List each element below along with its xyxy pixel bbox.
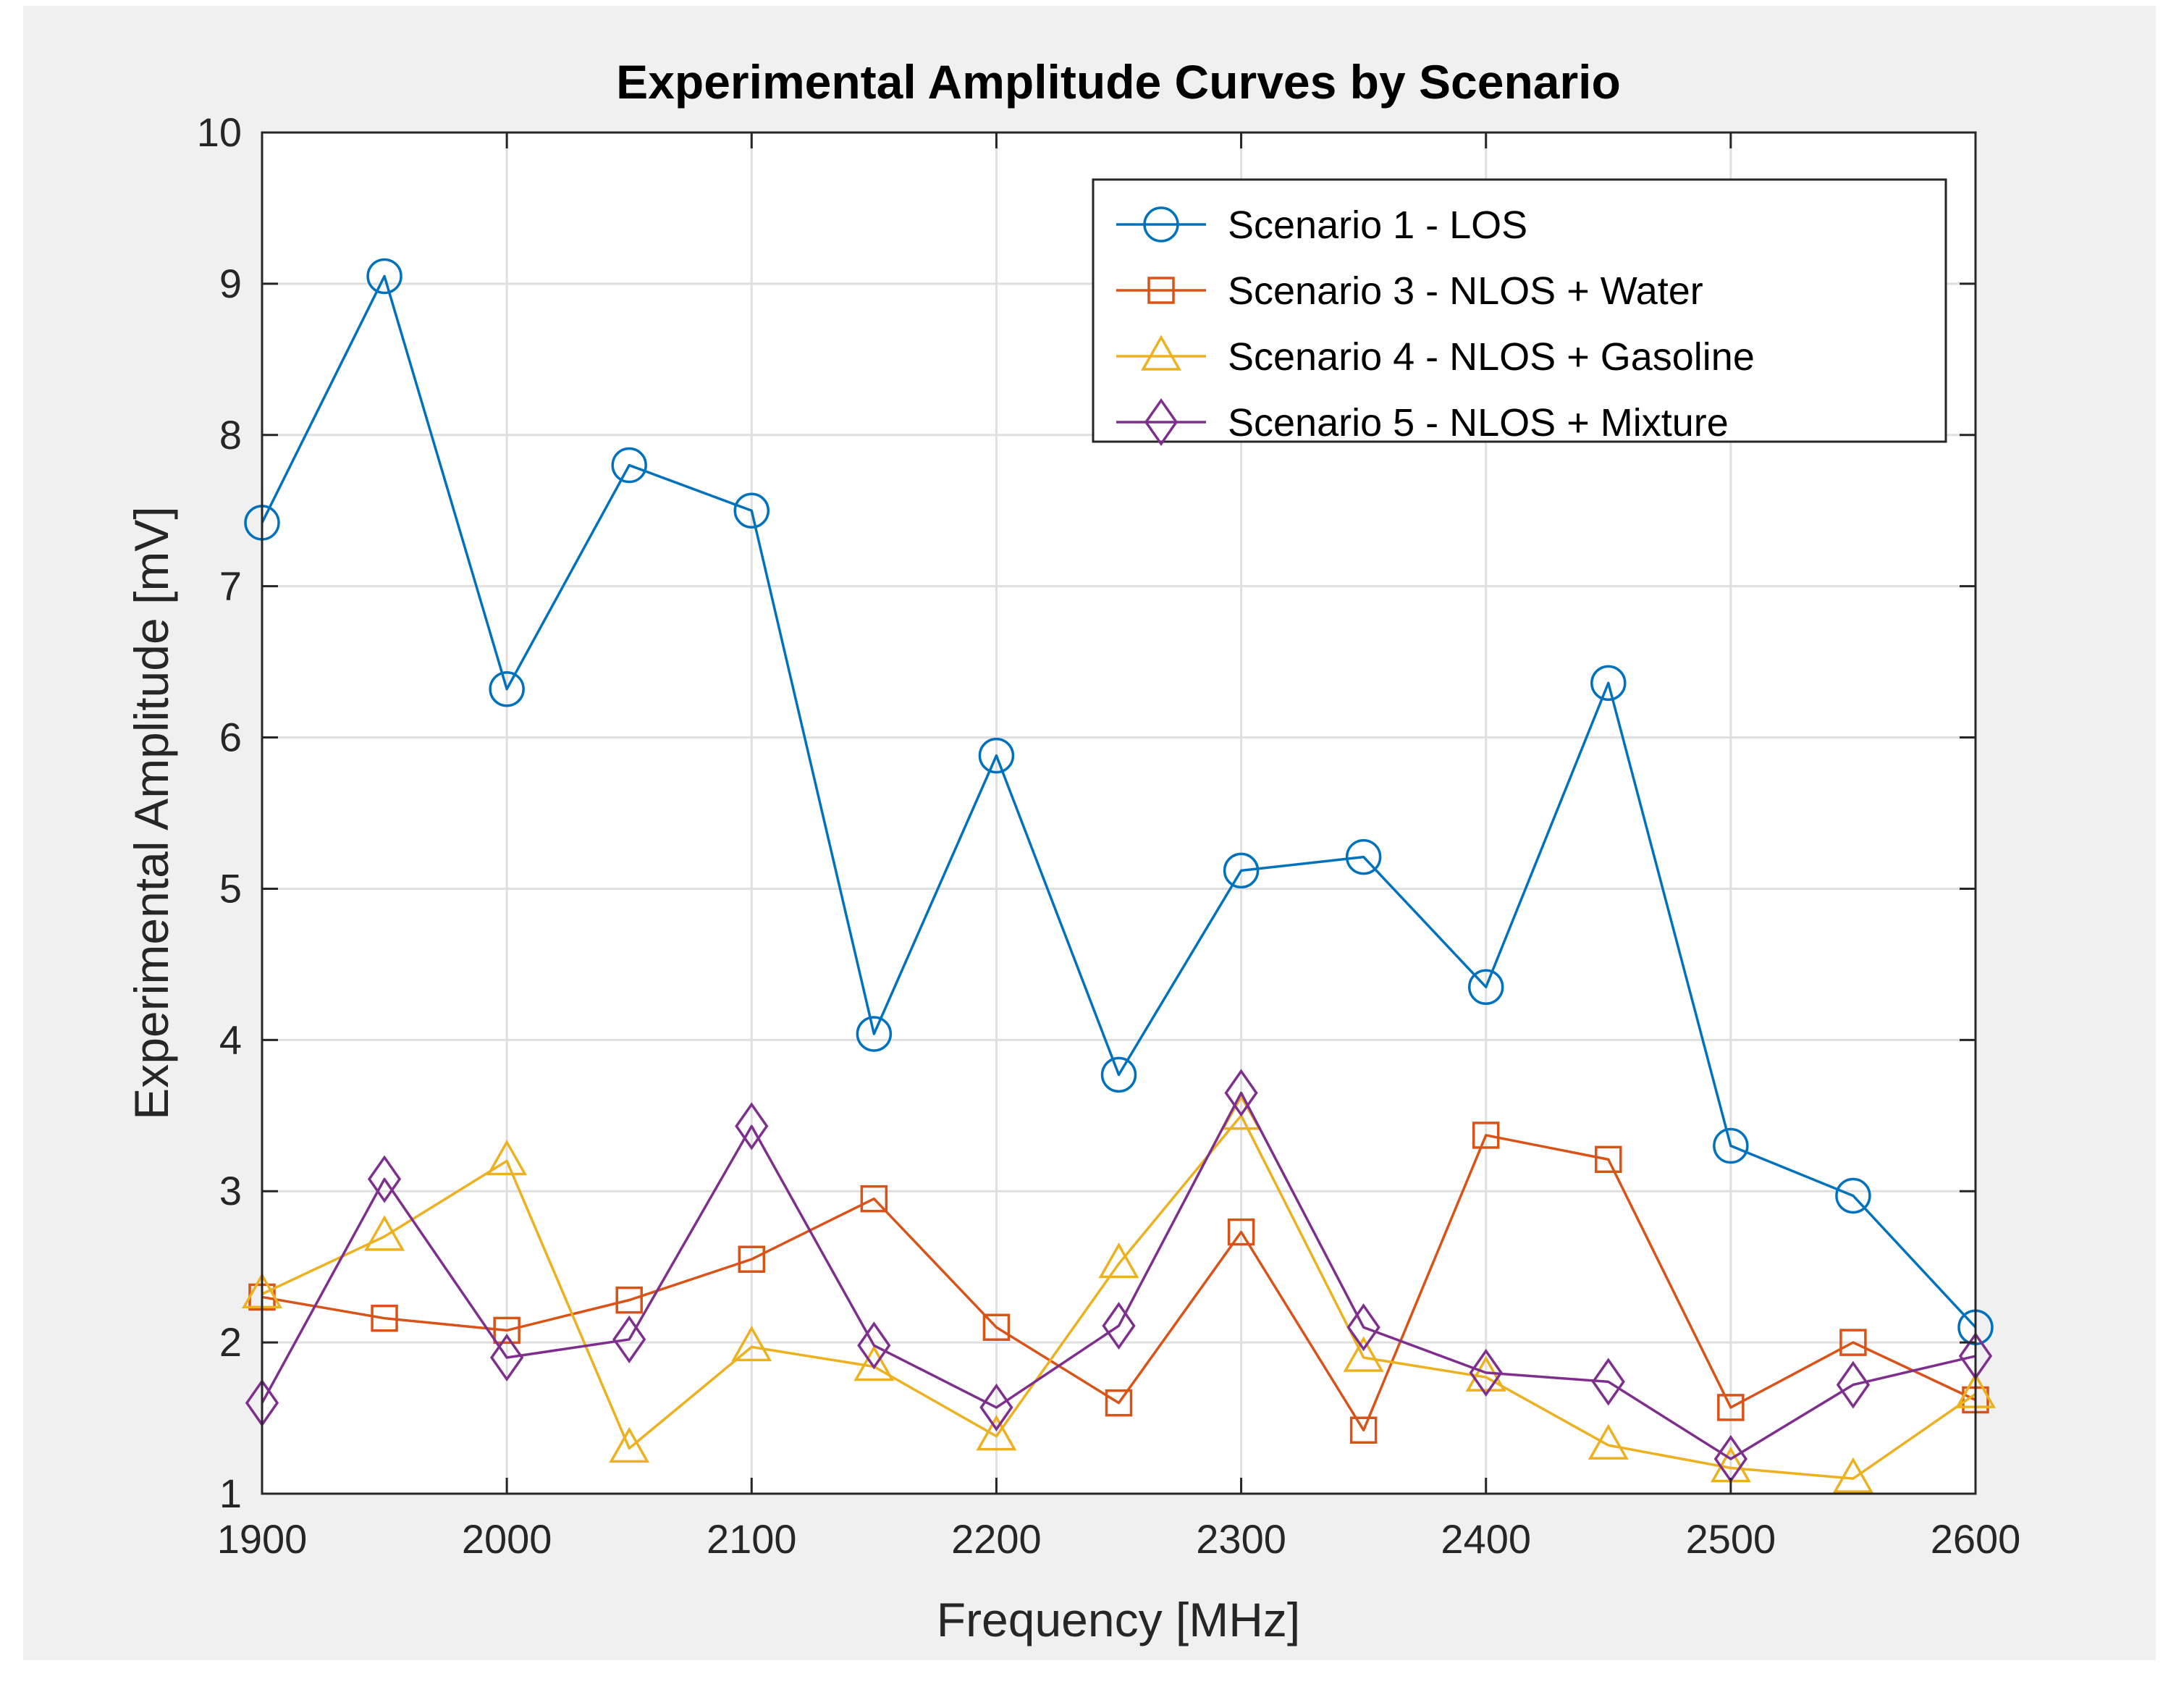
y-tick-label: 5 [219, 865, 242, 911]
data-point [738, 1245, 766, 1273]
y-tick-label: 6 [219, 715, 242, 760]
data-point [1832, 1457, 1873, 1493]
x-tick-label: 2500 [1686, 1516, 1776, 1562]
y-tick-label: 9 [219, 261, 242, 306]
legend-label: Scenario 1 - LOS [1228, 203, 1527, 247]
legend-label: Scenario 5 - NLOS + Mixture [1228, 401, 1729, 445]
y-tick-label: 3 [219, 1168, 242, 1213]
data-point [1223, 852, 1260, 889]
series-2 [248, 1122, 1989, 1444]
series-4 [245, 1069, 1993, 1484]
data-point [1835, 1177, 1871, 1214]
data-point [1345, 838, 1382, 875]
legend: Scenario 1 - LOS Scenario 3 - NLOS + Wate… [1092, 178, 1947, 447]
x-tick-label: 1900 [217, 1516, 308, 1562]
line-chart: 1900 2000 2100 2200 2300 2400 2500 2600 1 2 3 4 5 6 7 8… [125, 55, 2021, 1646]
y-tick-label: 1 [219, 1471, 242, 1516]
data-point [1590, 665, 1627, 702]
data-point [611, 447, 647, 484]
data-point [857, 1321, 891, 1370]
y-tick-label: 4 [219, 1017, 242, 1062]
data-point [978, 737, 1015, 774]
data-point [1839, 1329, 1867, 1356]
series-line [261, 274, 1977, 1329]
data-point [1343, 1336, 1384, 1372]
legend-label: Scenario 4 - NLOS + Gasoline [1228, 335, 1755, 379]
data-point [489, 670, 525, 707]
data-point [1472, 1122, 1500, 1149]
legend-marker [1144, 397, 1179, 447]
axis-ticks: 1900 2000 2100 2200 2300 2400 2500 2600 1 2 3 4 5 6 7 8… [197, 109, 2021, 1562]
data-point [1595, 1145, 1622, 1174]
data-point [1098, 1242, 1139, 1279]
data-point [1469, 1348, 1503, 1397]
series-line [261, 1114, 1976, 1480]
legend-label: Scenario 3 - NLOS + Water [1228, 269, 1703, 313]
data-point [976, 1415, 1017, 1451]
x-tick-label: 2200 [951, 1516, 1042, 1562]
legend-marker [1140, 335, 1182, 371]
data-point [733, 492, 770, 529]
data-point [731, 1325, 772, 1362]
data-point [860, 1185, 888, 1213]
data-point [1100, 1056, 1137, 1093]
legend-box [1092, 178, 1947, 443]
x-tick-label: 2100 [707, 1516, 797, 1562]
data-point [1105, 1389, 1133, 1417]
data-point [982, 1313, 1011, 1341]
data-point [1713, 1127, 1749, 1164]
data-point [366, 258, 402, 295]
x-tick-label: 2600 [1931, 1516, 2021, 1562]
y-axis-label: Experimental Amplitude [mV] [125, 506, 178, 1119]
x-tick-label: 2000 [462, 1516, 552, 1562]
data-point [1717, 1394, 1745, 1421]
x-tick-label: 2300 [1196, 1516, 1286, 1562]
data-point [856, 1016, 893, 1052]
data-point [612, 1315, 646, 1363]
data-point [1102, 1302, 1136, 1350]
data-point [1224, 1069, 1258, 1117]
data-point [1588, 1423, 1629, 1460]
data-point [735, 1102, 769, 1150]
data-point [853, 1345, 895, 1381]
data-point [486, 1139, 528, 1176]
data-point [615, 1286, 643, 1314]
data-point [1349, 1416, 1378, 1444]
figure-frame: 1900 2000 2100 2200 2300 2400 2500 2600 1 2 3 4 5 6 7 8… [23, 6, 2156, 1660]
data-point [1227, 1218, 1255, 1246]
data-point [1836, 1360, 1871, 1409]
y-tick-label: 7 [219, 563, 242, 609]
y-tick-label: 10 [197, 109, 242, 155]
plot-border [261, 131, 1977, 1495]
legend-marker [1147, 277, 1175, 304]
data-point [1591, 1358, 1625, 1406]
data-point [1467, 969, 1504, 1005]
legend-marker [1143, 206, 1179, 243]
data-point [979, 1383, 1013, 1431]
data-point [493, 1316, 520, 1345]
data-point [371, 1304, 398, 1332]
data-point [609, 1426, 650, 1463]
legend-item: Scenario 4 - NLOS + Gasoline [1116, 335, 1755, 379]
data-point [367, 1155, 402, 1203]
series-line [261, 1091, 1976, 1460]
y-tick-label: 2 [219, 1319, 242, 1365]
legend-item: Scenario 1 - LOS [1116, 203, 1527, 247]
data-point [1346, 1303, 1380, 1352]
series-3 [241, 1094, 1997, 1493]
x-tick-label: 2400 [1441, 1516, 1531, 1562]
y-tick-label: 8 [219, 412, 242, 458]
legend-item: Scenario 3 - NLOS + Water [1116, 269, 1703, 313]
legend-item: Scenario 5 - NLOS + Mixture [1116, 397, 1729, 447]
chart-title: Experimental Amplitude Curves by Scenari… [616, 55, 1621, 109]
series-line [261, 1134, 1976, 1432]
x-axis-label: Frequency [MHz] [937, 1593, 1300, 1646]
data-point [364, 1215, 405, 1251]
data-point [490, 1333, 524, 1382]
